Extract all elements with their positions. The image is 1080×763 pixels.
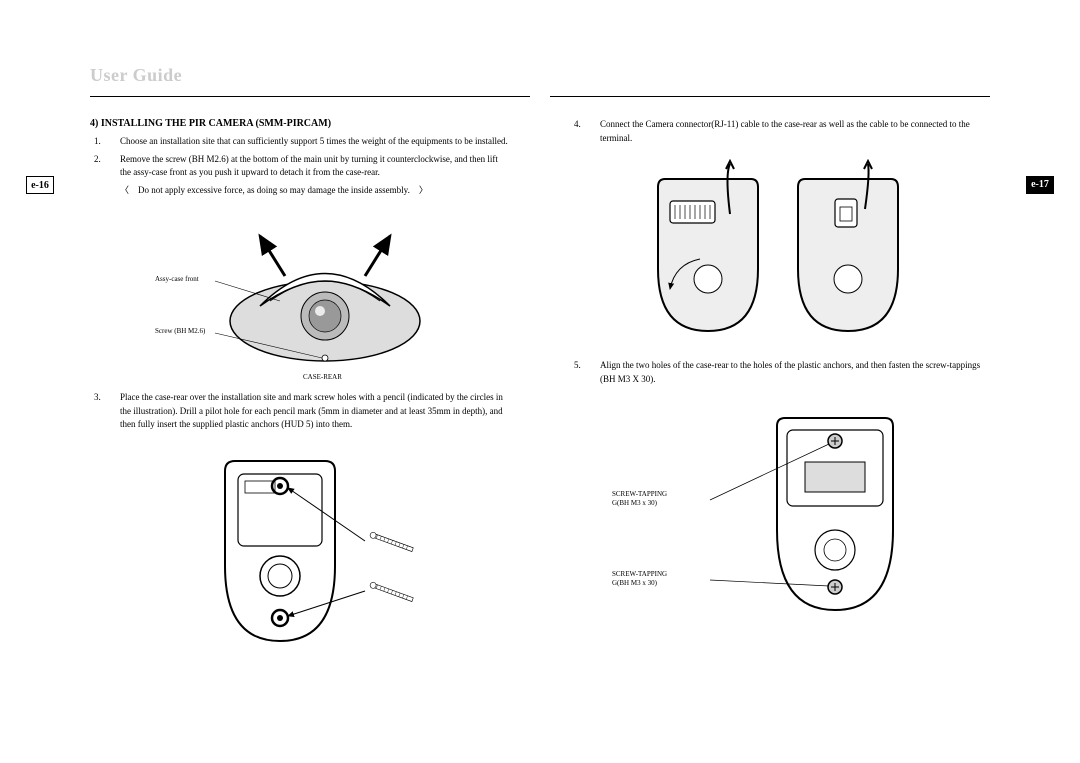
- header-rule: [550, 96, 990, 97]
- label-screw-top: SCREW-TAPPINGG(BH M3 x 30): [612, 490, 667, 507]
- step-num: 4.: [574, 118, 581, 132]
- content-left: 4) INSTALLING THE PIR CAMERA (SMM-PIRCAM…: [90, 118, 510, 666]
- figure-pir-front: Assy-case front Screw (BH M2.6) CASE-REA…: [90, 211, 510, 381]
- header-title: User Guide: [90, 65, 182, 86]
- page-right: e-17 4. Connect the Camera connector(RJ-…: [540, 0, 1080, 763]
- step-2: 2. Remove the screw (BH M2.6) at the bot…: [120, 153, 510, 180]
- step-num: 3.: [94, 391, 101, 405]
- step-num: 1.: [94, 135, 101, 149]
- figure-case-rear-anchors: [90, 446, 510, 656]
- step-3: 3. Place the case-rear over the installa…: [120, 391, 510, 432]
- step-text: Place the case-rear over the installatio…: [120, 392, 503, 429]
- label-screw: Screw (BH M2.6): [155, 327, 206, 335]
- label-assy-front: Assy-case front: [155, 275, 199, 283]
- label-case-rear: CASE-REAR: [303, 373, 342, 381]
- step-text: Remove the screw (BH M2.6) at the bottom…: [120, 154, 498, 178]
- step-5: 5. Align the two holes of the case-rear …: [600, 359, 990, 386]
- label-screw-bottom: SCREW-TAPPINGG(BH M3 x 30): [612, 570, 667, 587]
- step-num: 2.: [94, 153, 101, 167]
- step-1: 1. Choose an installation site that can …: [120, 135, 510, 149]
- figure-screw-tapping: SCREW-TAPPINGG(BH M3 x 30) SCREW-TAPPING…: [570, 400, 990, 630]
- section-title: 4) INSTALLING THE PIR CAMERA (SMM-PIRCAM…: [90, 118, 510, 129]
- page-left: User Guide e-16 4) INSTALLING THE PIR CA…: [0, 0, 540, 763]
- step-num: 5.: [574, 359, 581, 373]
- step-text: Choose an installation site that can suf…: [120, 136, 508, 146]
- page-number-right: e-17: [1026, 176, 1054, 194]
- caution-note: 〈 Do not apply excessive force, as doing…: [90, 184, 510, 198]
- step-4: 4. Connect the Camera connector(RJ-11) c…: [600, 118, 990, 145]
- step-text: Connect the Camera connector(RJ-11) cabl…: [600, 119, 970, 143]
- header-rule: [90, 96, 530, 97]
- content-right: 4. Connect the Camera connector(RJ-11) c…: [570, 118, 990, 640]
- step-text: Align the two holes of the case-rear to …: [600, 360, 980, 384]
- figure-connectors: [570, 159, 990, 349]
- page-number-left: e-16: [26, 176, 54, 194]
